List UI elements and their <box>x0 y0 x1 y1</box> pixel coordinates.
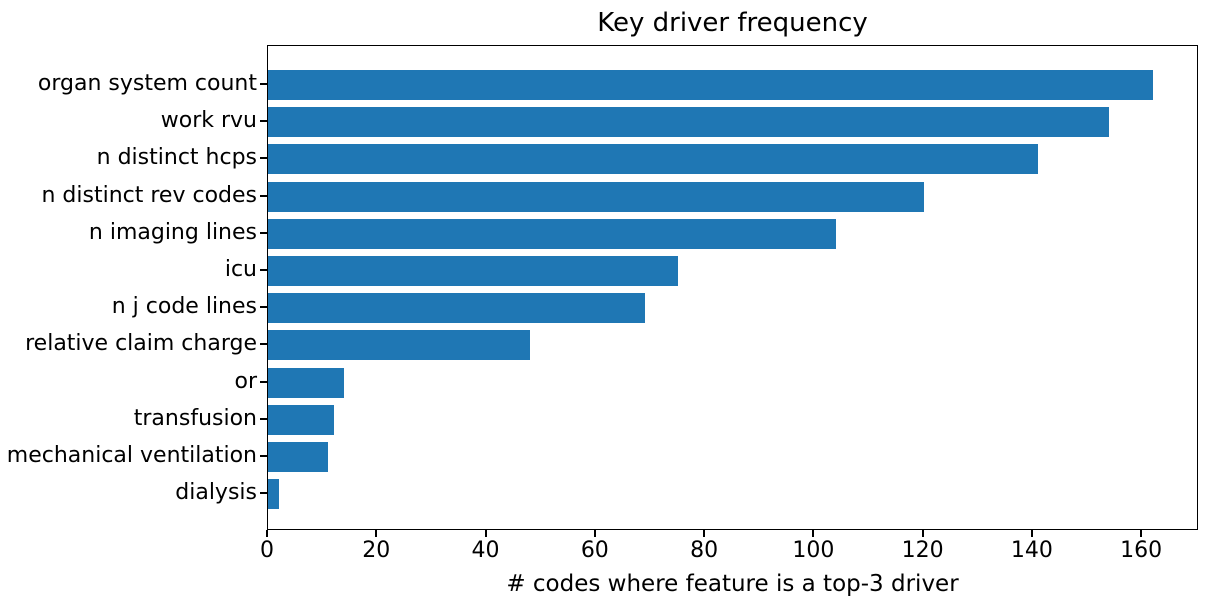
xtick-mark <box>703 530 706 537</box>
xtick-label-80: 80 <box>690 538 719 563</box>
ytick-label-mechanical-ventilation: mechanical ventilation <box>6 443 257 468</box>
xtick-mark <box>266 530 268 537</box>
ytick-label-n-distinct-hcps: n distinct hcps <box>96 145 257 171</box>
xtick-mark <box>484 530 487 537</box>
bar-mechanical-ventilation <box>268 442 329 472</box>
ytick-label-work-rvu: work rvu <box>160 108 257 134</box>
bar-organ-system-count <box>268 70 1154 100</box>
xtick-label-60: 60 <box>580 538 609 563</box>
bar-relative-claim-charge <box>268 330 531 361</box>
xtick-label-140: 140 <box>1010 538 1053 563</box>
xtick-mark <box>593 530 596 537</box>
ytick-mark <box>260 492 267 495</box>
ytick-mark <box>260 269 267 271</box>
xtick-mark <box>921 530 924 537</box>
ytick-mark <box>260 231 267 234</box>
ytick-mark <box>260 120 267 123</box>
bar-n-imaging-lines <box>268 218 837 249</box>
ytick-label-organ-system-count: organ system count <box>37 71 257 96</box>
bar-or <box>268 367 345 398</box>
xtick-label-100: 100 <box>792 538 835 563</box>
ytick-mark <box>260 194 267 197</box>
bar-work-rvu <box>268 107 1110 138</box>
xtick-label-0: 0 <box>260 538 274 563</box>
ytick-mark <box>260 83 267 85</box>
ytick-mark <box>260 343 267 346</box>
ytick-label-dialysis: dialysis <box>175 480 257 506</box>
xtick-mark <box>1140 530 1143 537</box>
bar-dialysis <box>268 479 279 510</box>
ytick-mark <box>260 455 267 457</box>
xtick-mark <box>1030 530 1033 537</box>
bar-icu <box>268 256 678 286</box>
xtick-label-120: 120 <box>901 538 944 563</box>
xtick-mark <box>812 530 815 537</box>
chart-title: Key driver frequency <box>597 8 868 38</box>
xtick-mark <box>375 530 378 537</box>
x-axis-label: # codes where feature is a top-3 driver <box>506 571 959 597</box>
xtick-label-40: 40 <box>471 538 500 563</box>
ytick-label-or: or <box>234 368 257 394</box>
ytick-label-transfusion: transfusion <box>133 405 257 431</box>
ytick-label-n-j-code-lines: n j code lines <box>111 294 257 320</box>
bar-transfusion <box>268 404 334 435</box>
ytick-mark <box>260 306 267 309</box>
xtick-label-20: 20 <box>362 538 391 563</box>
ytick-label-relative-claim-charge: relative claim charge <box>25 331 257 357</box>
ytick-mark <box>260 417 267 420</box>
plot-area <box>267 45 1198 530</box>
ytick-mark <box>260 380 267 383</box>
bar-n-distinct-rev-codes <box>268 181 924 212</box>
ytick-label-icu: icu <box>224 257 257 282</box>
xtick-label-160: 160 <box>1120 538 1163 563</box>
ytick-label-n-distinct-rev-codes: n distinct rev codes <box>41 182 258 208</box>
bar-n-j-code-lines <box>268 293 645 324</box>
ytick-label-n-imaging-lines: n imaging lines <box>88 219 257 245</box>
ytick-mark <box>260 157 267 160</box>
bar-n-distinct-hcps <box>268 144 1039 175</box>
